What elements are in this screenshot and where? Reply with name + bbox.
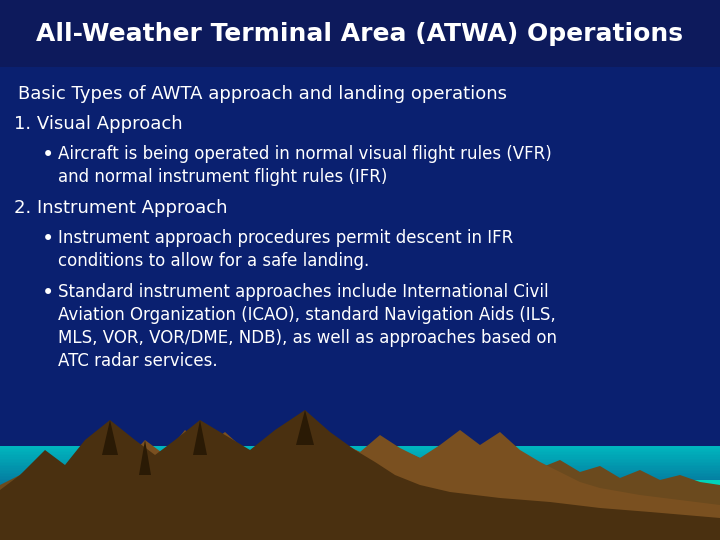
Bar <box>0 512 720 514</box>
Bar <box>0 0 720 67</box>
Bar <box>0 532 720 534</box>
Bar <box>0 476 720 477</box>
Polygon shape <box>102 420 118 455</box>
Bar <box>0 67 720 446</box>
Text: 2. Instrument Approach: 2. Instrument Approach <box>14 199 228 217</box>
Bar <box>0 495 720 496</box>
Bar <box>0 487 720 488</box>
Polygon shape <box>0 440 720 540</box>
Bar <box>0 455 720 457</box>
Bar <box>0 472 720 474</box>
Bar <box>0 474 720 476</box>
Bar <box>0 531 720 532</box>
Bar <box>0 524 720 526</box>
Bar <box>0 504 720 505</box>
Text: All-Weather Terminal Area (ATWA) Operations: All-Weather Terminal Area (ATWA) Operati… <box>37 22 683 45</box>
Bar <box>0 529 720 531</box>
Bar <box>0 479 720 481</box>
Text: •: • <box>42 229 54 249</box>
Bar <box>0 462 720 463</box>
Bar <box>0 518 720 519</box>
Bar <box>0 515 720 516</box>
Bar <box>0 469 720 471</box>
Bar <box>0 490 720 491</box>
Bar <box>0 535 720 537</box>
Text: •: • <box>42 145 54 165</box>
Bar <box>0 498 720 500</box>
Bar <box>0 491 720 493</box>
Bar <box>0 505 720 507</box>
Bar <box>0 465 720 467</box>
Bar <box>0 446 720 448</box>
Bar <box>0 514 720 515</box>
Bar <box>0 488 720 490</box>
Bar <box>0 458 720 460</box>
Bar <box>0 523 720 524</box>
Bar <box>0 496 720 498</box>
Bar <box>0 510 720 512</box>
Bar <box>0 484 720 485</box>
Bar <box>0 482 720 484</box>
Bar <box>0 534 720 535</box>
Text: •: • <box>42 283 54 303</box>
Bar <box>0 451 720 453</box>
Bar <box>0 537 720 538</box>
Bar <box>0 501 720 502</box>
Bar <box>0 521 720 523</box>
Bar <box>0 467 720 468</box>
Polygon shape <box>0 410 720 540</box>
Bar <box>0 468 720 469</box>
Bar <box>0 528 720 529</box>
Bar <box>0 519 720 521</box>
Bar <box>0 454 720 455</box>
Text: Aircraft is being operated in normal visual flight rules (VFR)
and normal instru: Aircraft is being operated in normal vis… <box>58 145 552 186</box>
Bar <box>0 493 720 495</box>
Bar <box>0 538 720 540</box>
Bar <box>0 471 720 472</box>
Polygon shape <box>0 425 720 540</box>
Text: Instrument approach procedures permit descent in IFR
conditions to allow for a s: Instrument approach procedures permit de… <box>58 229 513 270</box>
Bar <box>530 480 720 540</box>
Polygon shape <box>296 410 314 445</box>
Bar <box>0 500 720 501</box>
Bar <box>0 485 720 487</box>
Text: 1. Visual Approach: 1. Visual Approach <box>14 115 183 133</box>
Bar <box>0 449 720 451</box>
Bar <box>0 457 720 458</box>
Bar <box>0 509 720 510</box>
Polygon shape <box>139 440 151 475</box>
Bar <box>0 502 720 504</box>
Polygon shape <box>193 420 207 455</box>
Bar <box>0 481 720 482</box>
Text: Standard instrument approaches include International Civil
Aviation Organization: Standard instrument approaches include I… <box>58 283 557 370</box>
Bar <box>0 507 720 509</box>
Bar <box>0 516 720 518</box>
Text: Basic Types of AWTA approach and landing operations: Basic Types of AWTA approach and landing… <box>18 85 507 103</box>
Bar <box>0 526 720 528</box>
Bar <box>0 453 720 454</box>
Bar <box>0 477 720 479</box>
Bar <box>0 448 720 449</box>
Bar <box>0 463 720 465</box>
Bar <box>0 460 720 462</box>
